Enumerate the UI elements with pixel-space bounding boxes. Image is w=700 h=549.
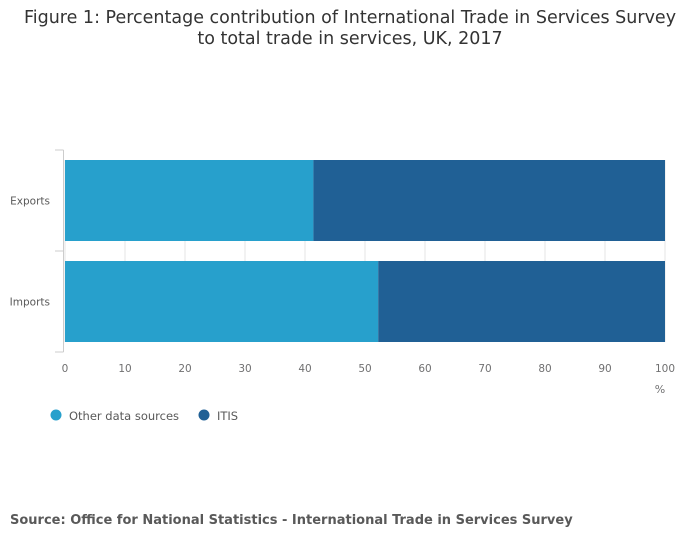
bar-exports-itis <box>313 160 665 241</box>
legend-label-itis: ITIS <box>217 409 238 423</box>
x-tick-label-100: 100 <box>655 363 675 375</box>
bars <box>65 160 665 342</box>
y-category-label-exports: Exports <box>10 196 50 208</box>
source-note: Source: Office for National Statistics -… <box>10 513 573 528</box>
bar-imports-other-data-sources <box>65 261 379 342</box>
legend-marker-itis <box>198 409 210 421</box>
legend: Other data sources ITIS <box>50 409 238 423</box>
bar-imports-itis <box>378 261 665 342</box>
bar-exports-other-data-sources <box>65 160 314 241</box>
x-tick-label-80: 80 <box>538 363 551 375</box>
chart-title-line-1: Figure 1: Percentage contribution of Int… <box>23 8 677 28</box>
x-tick-label-10: 10 <box>118 363 131 375</box>
x-tick-label-70: 70 <box>478 363 491 375</box>
chart-title-line-2: to total trade in services, UK, 2017 <box>197 29 503 49</box>
x-tick-label-20: 20 <box>178 363 191 375</box>
x-axis-label: % <box>655 383 665 396</box>
legend-marker-other-data-sources <box>50 409 62 421</box>
x-tick-label-40: 40 <box>298 363 311 375</box>
y-category-label-imports: Imports <box>10 297 50 309</box>
legend-label-other-data-sources: Other data sources <box>69 409 179 423</box>
x-tick-label-50: 50 <box>358 363 371 375</box>
x-tick-label-90: 90 <box>598 363 611 375</box>
axes: 0 10 20 30 40 50 60 70 80 90 100% Exports Imports <box>10 149 675 396</box>
x-tick-label-30: 30 <box>238 363 251 375</box>
x-tick-label-60: 60 <box>418 363 431 375</box>
x-tick-label-0: 0 <box>62 363 69 375</box>
chart-title: Figure 1: Percentage contribution of Int… <box>0 8 700 50</box>
